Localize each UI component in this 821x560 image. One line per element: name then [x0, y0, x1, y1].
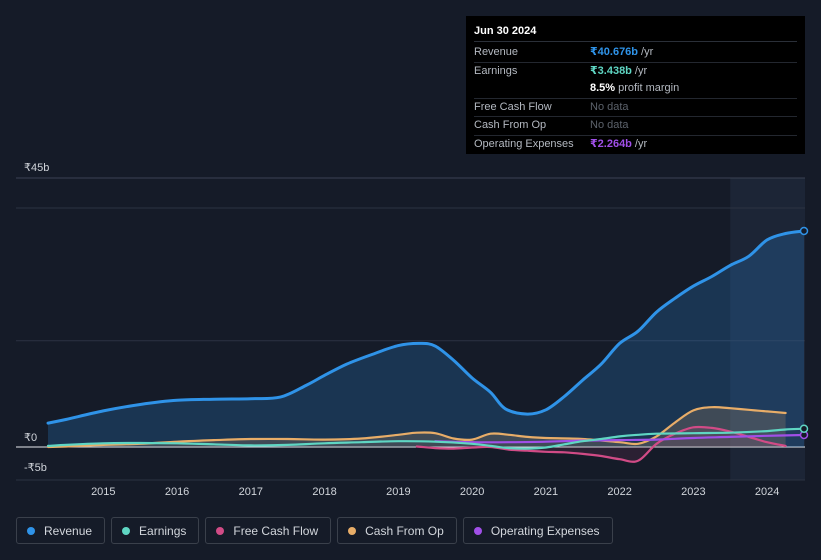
y-tick-label: ₹45b: [24, 162, 49, 174]
tooltip-row-fcf: Free Cash Flow No data: [474, 99, 797, 117]
y-tick-label: -₹5b: [24, 462, 47, 474]
legend-item-operating-expenses[interactable]: Operating Expenses: [462, 517, 613, 544]
tooltip-value: ₹40.676b: [590, 46, 639, 58]
tooltip-date: Jun 30 2024: [474, 24, 797, 42]
x-tick-label: 2023: [681, 486, 705, 498]
tooltip-value: ₹2.264b: [590, 137, 632, 150]
legend-label: Revenue: [44, 523, 93, 538]
tooltip-label: Cash From Op: [474, 119, 547, 131]
x-tick-label: 2024: [755, 486, 779, 498]
tooltip-row-opex: Operating Expenses ₹2.264b /yr: [474, 136, 797, 154]
legend-dot-icon: [473, 526, 482, 535]
x-tick-label: 2015: [91, 486, 115, 498]
tooltip-label: Free Cash Flow: [474, 100, 552, 113]
tooltip-row-margin: 8.5% profit margin: [474, 80, 797, 99]
tooltip: Jun 30 2024 Revenue ₹40.676b /yr Earning…: [466, 16, 805, 154]
tooltip-unit: /yr: [641, 46, 654, 58]
series-endpoint-earnings: [799, 424, 809, 433]
x-tick-label: 2018: [312, 486, 336, 498]
line-layer: [46, 226, 809, 463]
x-tick-label: 2020: [460, 486, 484, 498]
label-layer: ₹45b ₹0 -₹5b 2015 2016 2017 2018 2019 2020 2021 20…: [24, 162, 779, 498]
series-line-free-cash-flow: [415, 425, 787, 463]
tooltip-row-revenue: Revenue ₹40.676b /yr: [474, 44, 797, 63]
legend-label: Operating Expenses: [490, 523, 600, 538]
legend-label: Cash From Op: [365, 523, 444, 538]
tooltip-unit: /yr: [634, 64, 648, 77]
grid-layer: [16, 177, 805, 481]
x-tick-label: 2021: [534, 486, 558, 498]
series-area-cash-from-op: [48, 407, 786, 447]
tooltip-label: [474, 80, 590, 98]
legend-item-earnings[interactable]: Earnings: [111, 517, 200, 544]
series-area-free-cash-flow: [416, 426, 786, 462]
legend-item-cash-from-op[interactable]: Cash From Op: [337, 517, 457, 544]
y-tick-label: ₹0: [24, 432, 37, 444]
tooltip-unit: profit margin: [618, 82, 680, 94]
series-line-cash-from-op: [46, 406, 787, 449]
tooltip-value: ₹3.438b: [590, 64, 632, 77]
tooltip-label: Operating Expenses: [474, 137, 574, 150]
x-tick-label: 2022: [607, 486, 631, 498]
tooltip-row-cfo: Cash From Op No data: [474, 117, 797, 136]
series-line-revenue: [46, 229, 806, 425]
legend-item-free-cash-flow[interactable]: Free Cash Flow: [205, 517, 332, 544]
x-tick-label: 2017: [239, 486, 263, 498]
tooltip-row-earnings: Earnings ₹3.438b /yr: [474, 63, 797, 81]
tooltip-label: Revenue: [474, 46, 519, 58]
tooltip-value: 8.5%: [590, 82, 616, 94]
series-line-operating-expenses: [434, 433, 806, 444]
legend-dot-icon: [27, 526, 35, 535]
series-endpoint-revenue: [799, 226, 809, 236]
legend-dot-icon: [122, 526, 131, 535]
x-tick-label: 2019: [386, 486, 410, 498]
legend-label: Earnings: [139, 523, 187, 538]
tooltip-unit: /yr: [634, 137, 648, 150]
series-line-earnings: [46, 427, 806, 450]
tooltip-value: No data: [590, 100, 629, 113]
legend: Revenue Earnings Free Cash Flow Cash Fro…: [16, 517, 613, 544]
area-layer: [48, 231, 804, 462]
tooltip-label: Earnings: [474, 64, 518, 77]
legend-dot-icon: [348, 526, 357, 535]
legend-label: Free Cash Flow: [233, 523, 319, 538]
legend-dot-icon: [216, 526, 225, 535]
legend-item-revenue[interactable]: Revenue: [16, 517, 106, 544]
tooltip-value: No data: [590, 119, 629, 131]
x-tick-label: 2016: [165, 486, 189, 498]
series-area-revenue: [48, 231, 804, 447]
